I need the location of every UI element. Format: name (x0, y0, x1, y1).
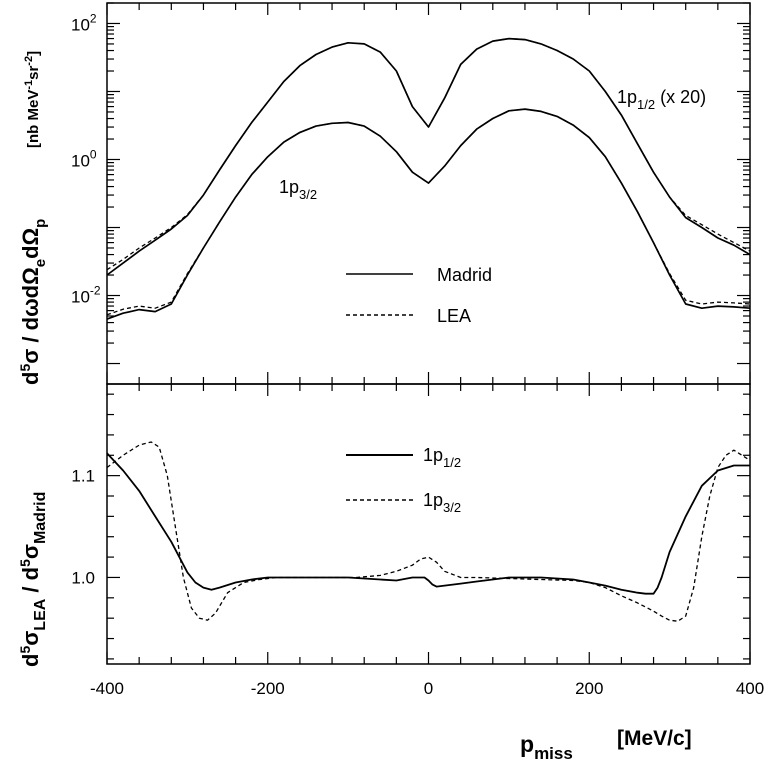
bottom-y-title-madrid: Madrid (32, 492, 49, 544)
bottom-y-title-lea: LEA (32, 598, 49, 630)
x-title-p: p (520, 731, 534, 757)
legend-1p32-label: 1p3/2 (423, 490, 461, 515)
legend-1p32-main: 1p (423, 490, 443, 510)
top-curves (106, 37, 751, 320)
legend-1p12-label: 1p1/2 (423, 445, 461, 470)
x-axis-title: pmiss (520, 731, 573, 763)
top-y-title-rest: σ / dωdΩ (18, 267, 43, 364)
annotation-1p12: 1p1/2 (x 20) (617, 87, 706, 112)
bottom-y-title-slash: / d (18, 567, 43, 599)
top-y-tick-base: 10 (71, 288, 90, 307)
annotation-1p32: 1p3/2 (279, 177, 317, 202)
top-y-tick-label: 100 (71, 147, 97, 170)
top-legend: Madrid LEA (346, 265, 492, 326)
legend-1p12-sub: 1/2 (443, 455, 461, 470)
legend-1p32-sub: 3/2 (443, 500, 461, 515)
bottom-ticks (106, 384, 751, 664)
top-y-tick-exp: 0 (90, 147, 97, 161)
bottom-legend: 1p1/2 1p3/2 (346, 445, 461, 515)
x-tick-label: 200 (575, 679, 603, 698)
top-y-axis-title: d5σ / dωdΩedΩp (17, 219, 49, 385)
top-y-unit-c: ] (25, 51, 42, 56)
top-y-tick-base: 10 (71, 15, 90, 34)
annotation-1p32-sub: 3/2 (299, 187, 317, 202)
top-series-line (106, 108, 751, 316)
top-y-unit-b: sr (25, 66, 42, 80)
top-y-title-sub-e: e (32, 259, 49, 267)
x-title-miss: miss (534, 744, 573, 763)
top-y-unit-exp2: -2 (23, 56, 35, 66)
top-series-line (106, 37, 751, 271)
legend-lea-label: LEA (437, 306, 471, 326)
x-tick-label: -200 (251, 679, 285, 698)
bottom-panel: 1.01.1 -400 -200 0 200 400 1p1/2 1p3/2 d5σLE… (17, 383, 764, 763)
bottom-y-title-sigma2: σ (18, 544, 43, 559)
x-axis-unit: [MeV/c] (617, 727, 692, 750)
bottom-y-axis-title: d5σLEA / d5σMadrid (17, 492, 49, 667)
x-tick-label: 0 (424, 679, 433, 698)
bottom-series-line (106, 441, 751, 622)
bottom-y-tick-labels: 1.0 1.1 (71, 467, 95, 588)
bottom-y-title-5b: 5 (17, 559, 33, 567)
top-y-title-5: 5 (17, 364, 33, 372)
top-series-line (106, 108, 751, 320)
top-y-tick-exp: 2 (90, 11, 97, 25)
bottom-plot-frame (106, 383, 751, 665)
top-y-unit-exp1: -1 (23, 80, 35, 90)
bottom-y-tick-label: 1.0 (71, 568, 95, 587)
top-y-tick-label: 10-2 (71, 284, 101, 307)
x-tick-label: -400 (90, 679, 124, 698)
top-series-line (106, 37, 751, 276)
top-y-tick-base: 10 (71, 151, 90, 170)
annotation-1p12-sub: 1/2 (637, 97, 655, 112)
bottom-y-title-sigma1: σ (18, 631, 43, 646)
annotation-1p12-suffix: (x 20) (655, 87, 706, 107)
top-y-title-d: d (18, 372, 43, 385)
top-y-title-sub-p: p (32, 219, 49, 228)
bottom-y-tick-label: 1.1 (71, 467, 95, 486)
bottom-y-title-d1: d (18, 654, 43, 667)
x-tick-labels: -400 -200 0 200 400 (90, 679, 764, 698)
top-y-title-dOmega: dΩ (18, 228, 43, 259)
top-y-unit-a: [nb MeV (25, 90, 42, 148)
bottom-y-title-5a: 5 (17, 646, 33, 654)
bottom-series-line (106, 452, 750, 595)
x-tick-label: 400 (736, 679, 764, 698)
top-y-tick-exp: -2 (90, 284, 101, 298)
top-ticks (106, 2, 751, 384)
top-y-tick-label: 102 (71, 11, 97, 34)
bottom-curves (106, 441, 751, 622)
annotation-1p12-main: 1p (617, 87, 637, 107)
annotation-1p32-main: 1p (279, 177, 299, 197)
legend-1p12-main: 1p (423, 445, 443, 465)
top-y-axis-unit: [nb MeV-1sr-2] (23, 51, 42, 148)
legend-madrid-label: Madrid (437, 265, 492, 285)
